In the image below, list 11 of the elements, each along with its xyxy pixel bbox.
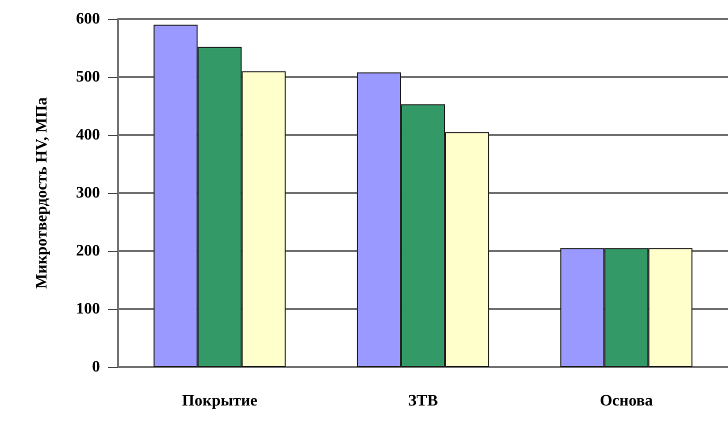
x-tick-label: Покрытие — [182, 392, 258, 410]
y-tick-label: 0 — [92, 358, 100, 376]
y-tick-label: 400 — [76, 126, 100, 144]
y-tick-label: 600 — [76, 10, 100, 28]
y-tick-label: 200 — [76, 242, 100, 260]
y-axis-title: Микротвердость HV, МПа — [34, 97, 50, 289]
y-tick-label: 500 — [76, 68, 100, 86]
x-tick-label: ЗТВ — [408, 392, 438, 410]
y-tick-label: 300 — [76, 184, 100, 202]
x-tick-label: Основа — [600, 392, 653, 410]
y-tick-label: 100 — [76, 300, 100, 318]
